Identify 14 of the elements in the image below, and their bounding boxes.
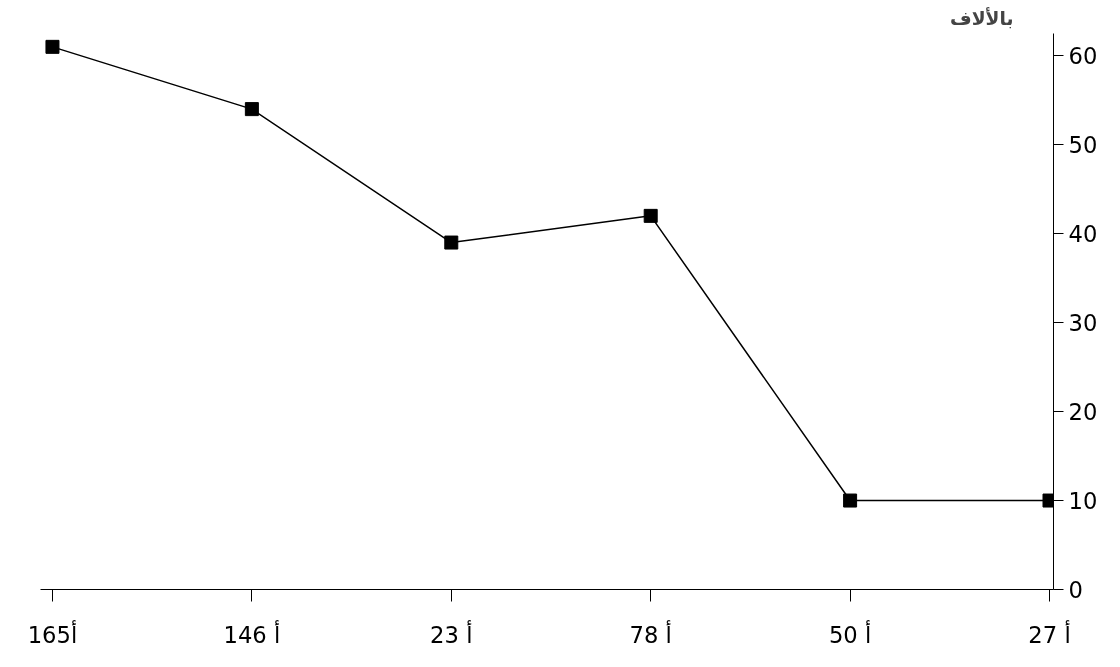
- y-tick-label: 50: [1068, 132, 1098, 159]
- y-tick-label: 60: [1068, 43, 1098, 70]
- x-tick-label: أ 146: [223, 619, 281, 648]
- y-tick-label: 30: [1068, 310, 1098, 337]
- x-tick-label: أ 50: [828, 619, 872, 648]
- y-tick-label: 20: [1068, 399, 1098, 426]
- x-tick-label: أ 27: [1028, 619, 1071, 648]
- y-tick-label: 10: [1068, 488, 1098, 515]
- x-tick-label: أ165: [27, 619, 78, 648]
- y-tick-label: 40: [1068, 221, 1098, 248]
- y-axis-title: بالألاف: [950, 6, 1014, 29]
- y-tick-label: 0: [1068, 577, 1083, 603]
- x-tick-label: أ 78: [629, 619, 672, 648]
- x-tick-label: أ 23: [430, 619, 473, 648]
